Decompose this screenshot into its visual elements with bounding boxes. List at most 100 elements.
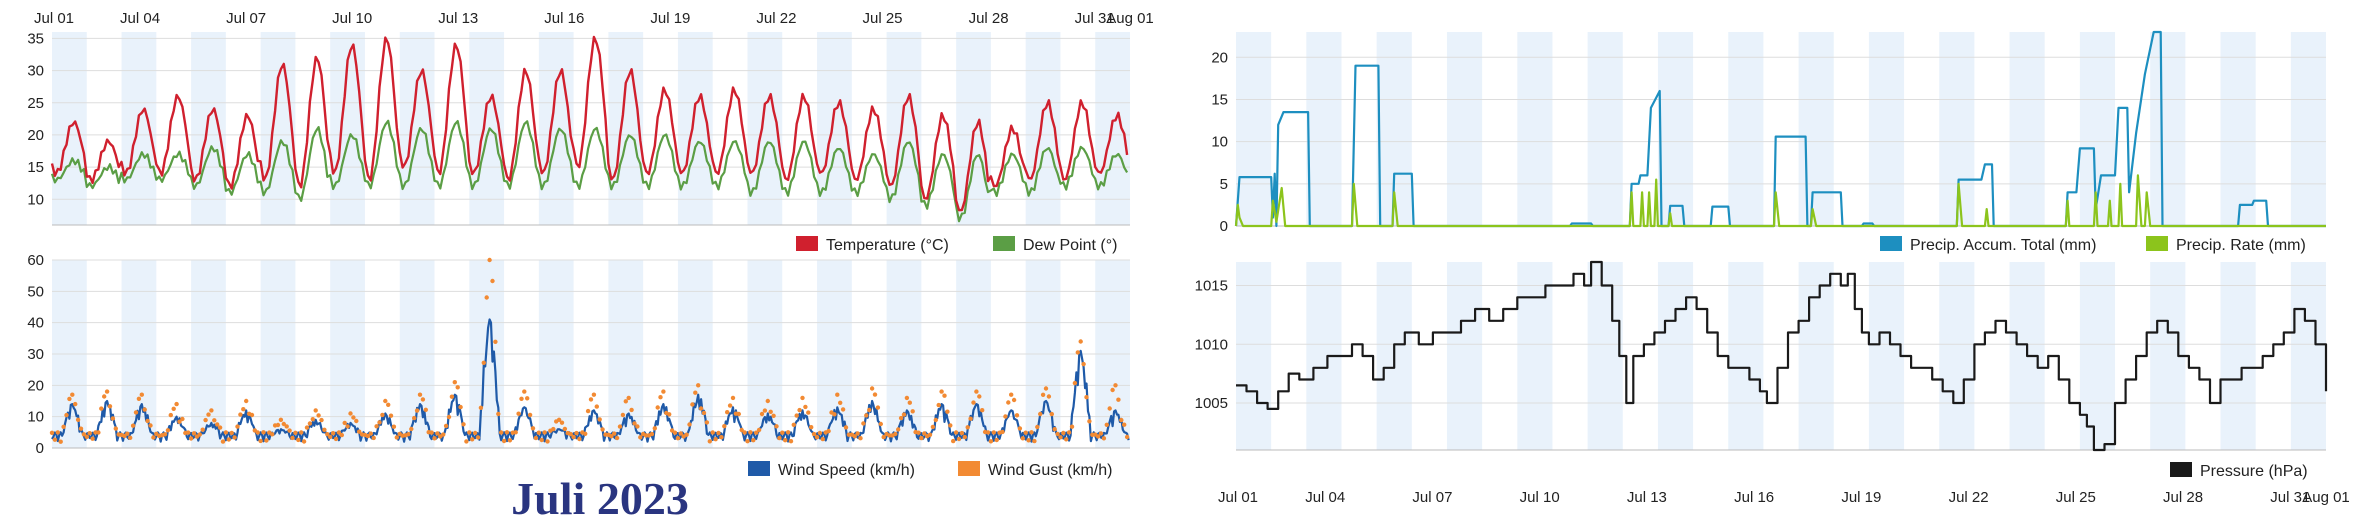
day-band bbox=[1657, 262, 1694, 450]
wind-gust-point bbox=[942, 393, 947, 398]
x-tick-label: Jul 10 bbox=[1520, 489, 1560, 506]
wind-gust-point bbox=[722, 424, 727, 429]
legend-swatch-dew-point bbox=[993, 236, 1015, 251]
wind-gust-point bbox=[939, 389, 944, 394]
x-tick-label: Jul 16 bbox=[544, 10, 584, 27]
y-tick-label: 30 bbox=[27, 346, 44, 363]
wind-gust-point bbox=[307, 421, 313, 426]
wind-gust-point bbox=[1101, 436, 1107, 441]
temp-x-axis-ticks: Jul 01 Jul 04 Jul 07 Jul 10 Jul 13 Jul 16 Jul … bbox=[34, 10, 1154, 27]
wind-gust-point bbox=[478, 405, 484, 410]
wind-gust-point bbox=[293, 430, 298, 435]
wind-gust-point bbox=[1035, 424, 1040, 430]
day-band bbox=[1236, 32, 1272, 226]
wind-gust-point bbox=[835, 392, 840, 397]
wind-gust-point bbox=[212, 418, 217, 423]
wind-gust-point bbox=[800, 395, 805, 401]
wind-gust-point bbox=[299, 430, 304, 435]
x-tick-label: Jul 31 bbox=[1075, 10, 1115, 27]
wind-gust-point bbox=[1009, 392, 1014, 397]
wind-gust-point bbox=[748, 430, 753, 435]
wind-gust-point bbox=[678, 431, 683, 436]
wind-gust-point bbox=[394, 435, 399, 440]
y-tick-label: 10 bbox=[1211, 134, 1228, 151]
wind-gust-point bbox=[901, 412, 907, 417]
x-tick-label: Jul 13 bbox=[1627, 489, 1667, 506]
wind-gust-point bbox=[869, 386, 875, 391]
wind-gust-point bbox=[409, 426, 414, 432]
temperature-series bbox=[50, 35, 1129, 212]
pressure-x-axis-ticks: Jul 01 Jul 04 Jul 07 Jul 10 Jul 13 Jul 16 Jul … bbox=[1218, 489, 2350, 506]
wind-gust-point bbox=[1029, 430, 1034, 435]
wind-gust-point bbox=[797, 407, 802, 413]
wind-gust-point bbox=[1113, 383, 1118, 388]
wind-gust-point bbox=[780, 430, 785, 435]
wind-gust-point bbox=[817, 430, 823, 436]
wind-gust-point bbox=[1084, 395, 1089, 400]
y-tick-label: 35 bbox=[27, 30, 44, 47]
day-band bbox=[1517, 32, 1553, 226]
wind-gust-point bbox=[145, 418, 150, 424]
wind-gust-point bbox=[461, 422, 466, 427]
wind-gust-point bbox=[333, 436, 339, 442]
wind-gust-point bbox=[188, 436, 194, 441]
legend-label-temperature: Temperature (°C) bbox=[826, 237, 949, 254]
wind-gust-point bbox=[209, 408, 214, 413]
wind-gust-point bbox=[130, 423, 136, 428]
wind-gust-point bbox=[223, 430, 229, 435]
wind-gust-point bbox=[768, 409, 773, 414]
wind-gust-point bbox=[342, 420, 347, 426]
wind-gust-point bbox=[81, 432, 87, 437]
wind-gust-point bbox=[577, 436, 582, 442]
wind-gust-point bbox=[881, 434, 886, 440]
wind-gust-point bbox=[893, 431, 898, 437]
wind-gust-point bbox=[290, 435, 295, 441]
wind-gust-point bbox=[458, 404, 463, 410]
wind-gust-point bbox=[536, 430, 541, 435]
wind-gust-point bbox=[78, 426, 84, 431]
wind-gust-point bbox=[1032, 438, 1037, 444]
wind-gust-point bbox=[704, 420, 710, 425]
wind-gust-point bbox=[1066, 430, 1072, 435]
wind-gust-point bbox=[1052, 427, 1057, 432]
y-tick-label: 25 bbox=[27, 95, 44, 112]
wind-gust-point bbox=[974, 389, 979, 394]
wind-gust-point bbox=[661, 389, 666, 394]
wind-gust-point bbox=[727, 403, 733, 408]
pressure-legend: Pressure (hPa) bbox=[2170, 462, 2308, 480]
y-tick-label: 1005 bbox=[1195, 395, 1228, 412]
wind-gust-point bbox=[539, 437, 544, 443]
wind-gust-point bbox=[756, 427, 762, 433]
legend-swatch-precip-total bbox=[1880, 236, 1902, 251]
wind-gust-point bbox=[1072, 380, 1078, 386]
wind-gust-point bbox=[345, 424, 350, 429]
wind-gust-point bbox=[217, 425, 223, 430]
wind-gust-point bbox=[742, 430, 747, 435]
wind-gust-point bbox=[287, 428, 292, 433]
wind-gust-point bbox=[1017, 426, 1023, 431]
wind-gust-point bbox=[765, 398, 770, 404]
wind-gust-point bbox=[594, 404, 599, 409]
wind-gust-point bbox=[380, 412, 385, 418]
x-tick-label: Jul 04 bbox=[120, 10, 160, 27]
wind-gust-point bbox=[406, 432, 411, 437]
wind-gust-point bbox=[191, 431, 197, 436]
wind-gust-point bbox=[597, 417, 602, 422]
wind-gust-point bbox=[962, 434, 967, 440]
wind-gust-point bbox=[270, 432, 275, 437]
wind-gust-point bbox=[226, 437, 231, 442]
wind-gust-point bbox=[139, 392, 144, 397]
wind-gust-point bbox=[1049, 411, 1055, 417]
wind-gust-point bbox=[264, 438, 269, 443]
wind-gust-point bbox=[771, 413, 776, 418]
wind-gust-point bbox=[504, 430, 510, 435]
wind-gust-point bbox=[820, 436, 825, 442]
wind-gust-point bbox=[585, 408, 591, 414]
wind-gust-point bbox=[136, 396, 142, 401]
wind-gust-point bbox=[278, 417, 284, 422]
wind-gust-point bbox=[527, 412, 533, 418]
wind-gust-point bbox=[994, 437, 999, 443]
x-tick-label: Jul 31 bbox=[2270, 489, 2310, 506]
wind-gust-point bbox=[330, 431, 336, 436]
wind-gust-point bbox=[739, 427, 744, 433]
